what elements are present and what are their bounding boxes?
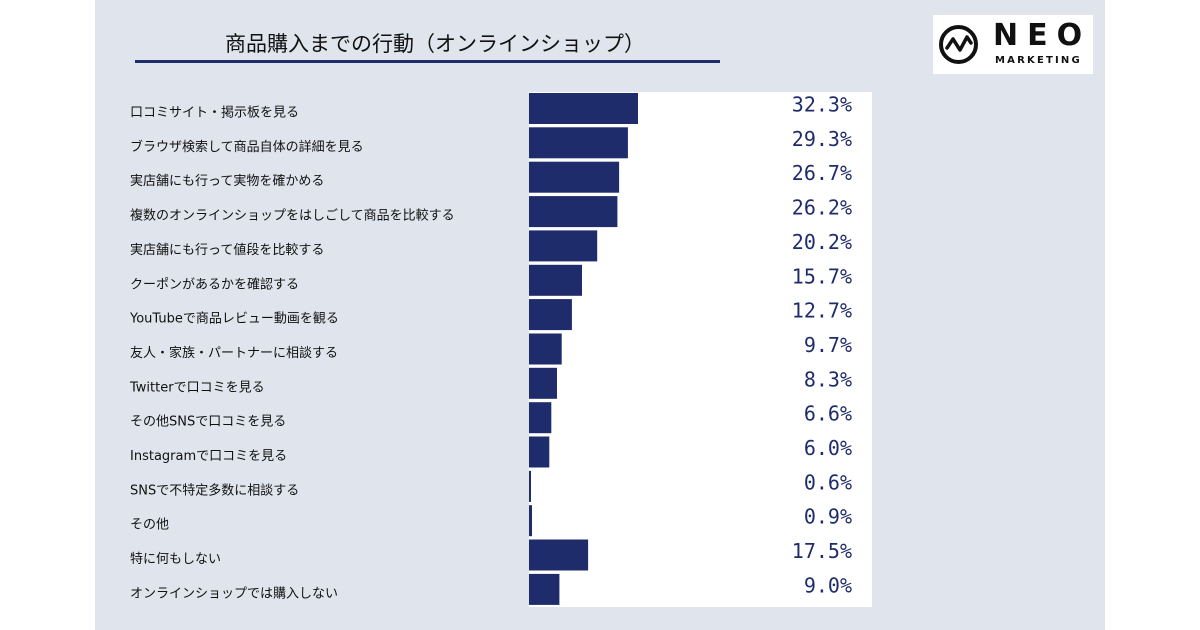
bar [529,93,638,124]
category-label: 実店舗にも行って実物を確かめる [130,173,324,189]
value-label: 17.5% [792,539,852,563]
value-label: 9.7% [804,333,852,357]
category-label: YouTubeで商品レビュー動画を観る [129,312,339,327]
bar [529,299,572,331]
value-label: 12.7% [792,299,852,323]
title-underline [135,60,720,63]
bar [529,367,557,399]
category-label: Twitterで口コミを見る [129,380,265,395]
value-label: 6.6% [804,402,852,426]
bar [529,127,628,159]
pulse-circle-icon [939,25,978,64]
value-label: 6.0% [804,436,852,460]
value-label: 0.9% [804,505,852,529]
logo-subtitle: MARKETING [995,55,1082,66]
category-label: 友人・家族・パートナーに相談する [130,345,338,361]
category-label: Instagramで口コミを見る [130,449,287,464]
category-label: 特に何もしない [130,551,221,567]
bar [529,573,560,605]
category-label: クーポンがあるかを確認する [130,276,299,292]
category-label: その他SNSで口コミを見る [130,415,286,430]
logo-wordmark: NEO [993,18,1092,53]
value-label: 15.7% [792,264,852,288]
value-label: 32.3% [792,93,852,117]
category-label: 実店舗にも行って値段を比較する [130,242,324,258]
category-label: SNSで不特定多数に相談する [130,482,299,498]
value-label: 8.3% [804,367,852,391]
value-label: 29.3% [792,127,852,151]
value-label: 26.7% [792,161,852,185]
category-label: ブラウザ検索して商品自体の詳細を見る [130,139,364,155]
category-label: その他 [130,518,169,533]
bar [529,264,582,296]
category-label: 口コミサイト・掲示板を見る [130,105,299,121]
bar [529,230,598,262]
bar [529,161,620,193]
category-label: オンラインショップでは購入しない [130,586,338,601]
bar [529,470,531,502]
neo-marketing-logo: NEO MARKETING [933,15,1093,74]
category-label: 複数のオンラインショップをはしごして商品を比較する [130,208,455,224]
value-label: 20.2% [792,230,852,254]
bar [529,505,532,537]
value-label: 26.2% [792,196,852,220]
bar [529,333,562,365]
chart-title: 商品購入までの行動（オンラインショップ） [225,32,645,56]
bar [529,196,618,228]
bar [529,402,552,434]
bar [529,436,550,468]
value-label: 9.0% [804,573,852,597]
bar [529,539,589,571]
value-label: 0.6% [804,470,852,494]
